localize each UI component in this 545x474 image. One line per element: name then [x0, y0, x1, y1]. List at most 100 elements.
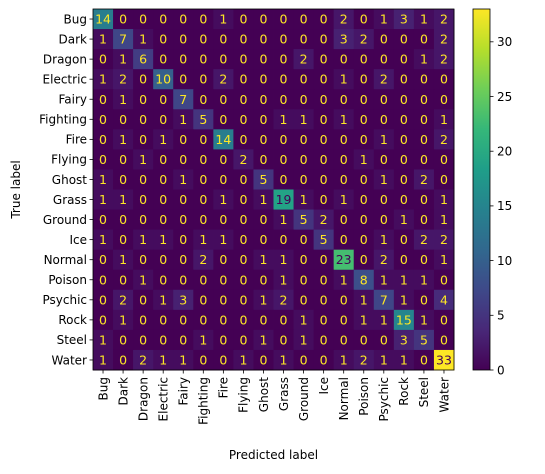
heatmap-cell — [333, 109, 355, 130]
heatmap-cell — [253, 129, 274, 150]
heatmap-cell — [93, 69, 114, 90]
cell-value-label: 0 — [199, 312, 207, 327]
heatmap-cell — [193, 269, 214, 291]
heatmap-cell — [313, 269, 335, 291]
cell-value-label: 0 — [360, 92, 368, 107]
heatmap-cell — [213, 229, 234, 251]
cell-value-label: 19 — [276, 192, 292, 207]
colorbar — [472, 8, 491, 371]
cell-value-label: 0 — [259, 272, 267, 287]
cell-value-label: 1 — [440, 252, 448, 267]
heatmap-cell — [253, 289, 274, 311]
cell-value-label: 2 — [300, 52, 308, 67]
cell-value-label: 0 — [199, 192, 207, 207]
heatmap-cell — [333, 209, 355, 231]
heatmap-cell — [193, 309, 214, 331]
heatmap-cell — [173, 229, 194, 251]
cell-value-label: 0 — [380, 332, 388, 347]
cell-value-label: 0 — [400, 112, 408, 127]
heatmap-cell — [293, 49, 315, 70]
cell-value-label: 1 — [159, 292, 167, 307]
heatmap-cell — [153, 249, 174, 271]
cell-value-label: 0 — [420, 292, 428, 307]
cell-value-label: 0 — [239, 272, 247, 287]
heatmap-cell — [93, 89, 114, 110]
heatmap-cell — [113, 249, 134, 271]
cell-value-label: 0 — [159, 272, 167, 287]
cell-value-label: 0 — [360, 12, 368, 27]
heatmap-cell — [153, 129, 174, 150]
y-tick-label: Ground — [43, 213, 87, 227]
heatmap-cell — [253, 149, 274, 170]
heatmap-cell — [293, 249, 315, 271]
cell-value-label: 1 — [380, 172, 388, 187]
heatmap-cell — [93, 169, 114, 190]
heatmap-cell — [353, 189, 375, 211]
cell-value-label: 1 — [119, 312, 127, 327]
cell-value-label: 14 — [95, 12, 111, 27]
cell-value-label: 7 — [179, 92, 187, 107]
cell-value-label: 0 — [179, 252, 187, 267]
cell-value-label: 0 — [239, 112, 247, 127]
cell-value-label: 0 — [300, 92, 308, 107]
cell-value-label: 0 — [199, 52, 207, 67]
heatmap-cell — [173, 349, 194, 371]
heatmap-cell — [153, 109, 174, 130]
x-tick-label: Dark — [116, 377, 130, 406]
heatmap-cell — [433, 329, 455, 351]
cell-value-label: 0 — [259, 132, 267, 147]
x-tick-label: Poison — [357, 377, 371, 416]
cell-value-label: 1 — [99, 32, 107, 47]
y-tick-label: Electric — [43, 72, 87, 86]
heatmap-cell — [113, 109, 134, 130]
cell-value-label: 1 — [139, 232, 147, 247]
heatmap-cell — [153, 69, 174, 90]
heatmap-cell — [133, 189, 154, 211]
cell-value-label: 0 — [320, 332, 328, 347]
heatmap-cell — [253, 189, 274, 211]
heatmap-cell — [313, 169, 335, 190]
heatmap-cell — [353, 69, 375, 90]
heatmap-cell — [93, 189, 114, 211]
cell-value-label: 0 — [300, 272, 308, 287]
cell-value-label: 0 — [119, 172, 127, 187]
cell-value-label: 0 — [320, 72, 328, 87]
heatmap-cell — [213, 189, 234, 211]
colorbar-ticks: 0 5 10 15 20 25 30 — [490, 35, 512, 377]
cell-value-label: 0 — [219, 252, 227, 267]
heatmap-cell — [353, 129, 375, 150]
cell-value-label: 1 — [159, 132, 167, 147]
heatmap-cell — [313, 9, 335, 30]
heatmap-cell — [433, 89, 455, 110]
heatmap-cell — [273, 69, 295, 90]
heatmap-cell — [413, 169, 435, 190]
cell-value-label: 0 — [360, 172, 368, 187]
heatmap-cell — [133, 269, 154, 291]
cell-value-label: 0 — [420, 112, 428, 127]
x-tick-label: Ghost — [257, 377, 271, 412]
heatmap-cell — [293, 29, 315, 50]
cell-value-label: 2 — [199, 252, 207, 267]
heatmap-cell — [433, 229, 455, 251]
heatmap-cell — [353, 249, 375, 271]
cell-value-label: 0 — [420, 32, 428, 47]
cell-value-label: 0 — [99, 312, 107, 327]
y-tick-label: Steel — [57, 333, 87, 347]
heatmap-cell — [173, 329, 194, 351]
cell-value-label: 0 — [320, 112, 328, 127]
cell-value-label: 0 — [400, 172, 408, 187]
cell-value-label: 0 — [340, 312, 348, 327]
heatmap-cell — [193, 169, 214, 190]
heatmap-cell — [133, 109, 154, 130]
cell-value-label: 0 — [440, 92, 448, 107]
cell-value-label: 0 — [199, 152, 207, 167]
cell-value-label: 0 — [280, 172, 288, 187]
cell-value-label: 0 — [360, 72, 368, 87]
heatmap-cell — [153, 149, 174, 170]
cell-value-label: 0 — [199, 132, 207, 147]
heatmap-cell — [133, 309, 154, 331]
heatmap-cell — [273, 309, 295, 331]
cell-value-label: 0 — [239, 132, 247, 147]
cell-value-label: 5 — [259, 172, 267, 187]
